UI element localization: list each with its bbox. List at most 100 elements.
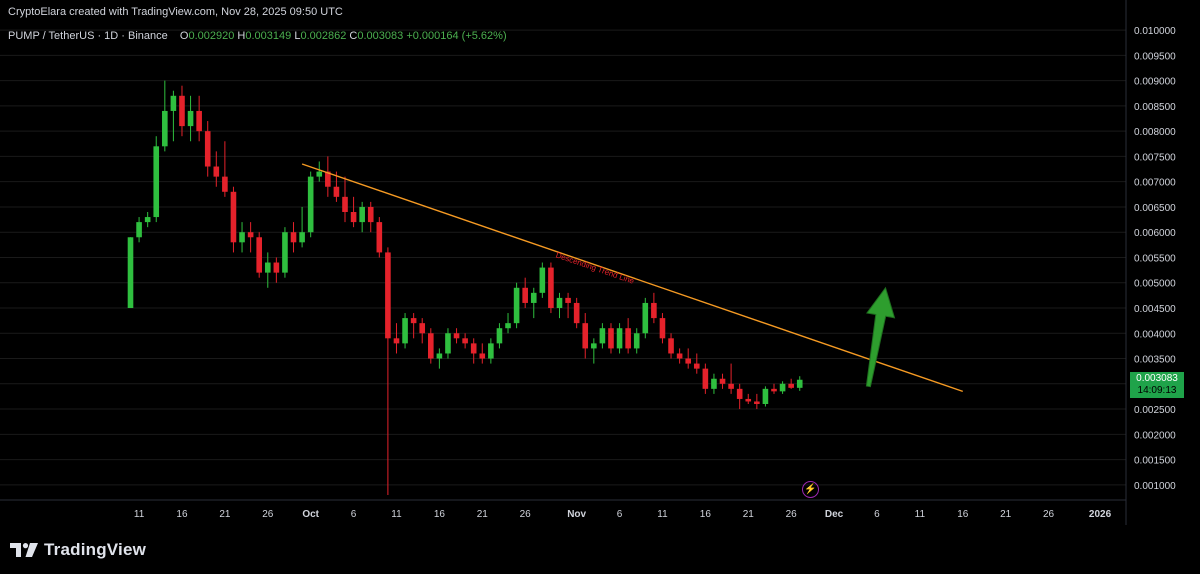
candle-body (170, 95, 177, 111)
candle (376, 217, 383, 258)
candle (445, 328, 451, 359)
lightning-bolt-icon[interactable]: ⚡ (802, 481, 819, 498)
candle (771, 383, 777, 394)
candle (153, 136, 160, 223)
time-tick-label: Dec (825, 509, 844, 520)
close-value: 0.003083 (357, 30, 404, 42)
candle (367, 201, 374, 233)
candle (599, 323, 606, 349)
candle-body (307, 176, 314, 233)
candle (170, 90, 177, 142)
candle-body (796, 379, 803, 388)
candle (299, 206, 305, 248)
candle-body (642, 302, 649, 334)
candle (685, 348, 691, 369)
candle-body (410, 318, 417, 324)
candle (522, 277, 528, 308)
change-value: +0.000164 (+5.62%) (406, 30, 507, 42)
price-tick-label: 0.002000 (1134, 430, 1176, 441)
candle-body (582, 323, 589, 349)
price-tick-label: 0.008000 (1134, 127, 1176, 138)
time-tick-label: Oct (302, 509, 319, 520)
time-tick-label: 26 (1043, 509, 1055, 520)
candle-body (187, 110, 194, 127)
candle-body (282, 232, 288, 273)
candle-body (256, 237, 262, 273)
candle-body (419, 323, 426, 334)
candle-body (144, 217, 151, 223)
candle-body (333, 186, 340, 197)
price-tick-label: 0.010000 (1134, 26, 1176, 37)
candle (204, 121, 211, 177)
price-tick-label: 0.003500 (1134, 355, 1176, 366)
time-tick-label: 21 (477, 509, 489, 520)
candle (548, 262, 554, 314)
candle-body (264, 262, 271, 273)
open-value: 0.002920 (188, 30, 235, 42)
high-label: H (237, 30, 246, 42)
time-tick-label: 21 (219, 509, 231, 520)
candle (239, 222, 245, 253)
candle (230, 186, 237, 253)
candle-body (402, 318, 408, 344)
candle (453, 328, 460, 344)
candle-body (659, 318, 666, 339)
candle-body (668, 338, 674, 354)
time-tick-label: 11 (915, 509, 926, 520)
candle-body (496, 328, 503, 344)
descending-trend-line[interactable] (301, 163, 963, 393)
candle-body (273, 262, 280, 273)
chart-credit: CryptoElara created with TradingView.com… (8, 6, 343, 18)
candle (436, 348, 443, 369)
candle-body (359, 206, 365, 223)
candle (668, 333, 674, 359)
time-tick-label: 16 (957, 509, 969, 520)
bullish-arrow[interactable] (865, 286, 896, 388)
candle-body (702, 368, 709, 389)
candle (256, 232, 262, 278)
candle-body (393, 338, 400, 344)
candle (582, 313, 589, 359)
candle (333, 171, 340, 202)
candle (402, 313, 408, 349)
time-tick-label: 26 (262, 509, 274, 520)
price-tick-label: 0.008500 (1134, 102, 1176, 113)
candle (470, 338, 477, 364)
candle (796, 376, 803, 391)
last-price: 0.003083 (1136, 373, 1178, 384)
candle (342, 176, 348, 223)
candle (711, 373, 717, 394)
candle-body (162, 110, 168, 147)
candle-body (522, 287, 528, 303)
time-tick-label: Nov (567, 509, 586, 520)
candle-body (213, 166, 220, 177)
candle (350, 196, 357, 228)
candle-body (350, 212, 357, 223)
close-label: C (349, 30, 358, 42)
candle (196, 95, 202, 142)
candle (728, 363, 734, 394)
candle (144, 212, 151, 228)
candle (222, 141, 228, 197)
open-label: O (179, 30, 189, 42)
price-tick-label: 0.007500 (1134, 152, 1176, 163)
candle-body (367, 206, 374, 223)
bar-countdown: 14:09:13 (1137, 385, 1177, 396)
price-tick-label: 0.001500 (1134, 456, 1176, 467)
time-axis[interactable]: 11 16 21 26 Oct 6 11 16 21 26 Nov 6 11 16 21 26 Dec 6 11 16… (134, 509, 1112, 520)
candle (651, 292, 657, 324)
candle-body (728, 383, 734, 389)
candle-body (719, 378, 726, 384)
candle-body (771, 388, 777, 392)
candle (719, 373, 726, 389)
candle-body (479, 353, 486, 359)
candle (410, 313, 417, 339)
time-tick-label: 16 (700, 509, 712, 520)
candle-body (453, 333, 460, 339)
candle-body (290, 232, 297, 243)
tradingview-logo[interactable]: TradingView (10, 538, 146, 562)
candle-body (445, 333, 451, 354)
candle (779, 381, 786, 394)
candle (762, 386, 769, 407)
